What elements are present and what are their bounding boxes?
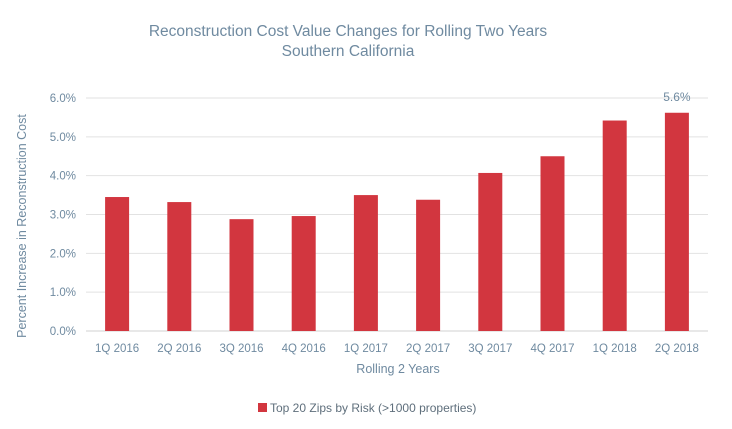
bar <box>602 120 627 331</box>
bar <box>105 197 130 331</box>
x-tick-label: 4Q 2017 <box>530 343 574 355</box>
x-tick-label: 2Q 2017 <box>406 343 450 355</box>
y-tick-label: 3.0% <box>50 210 76 222</box>
x-axis-title: Rolling 2 Years <box>356 362 439 376</box>
y-tick-label: 4.0% <box>50 171 76 183</box>
legend-swatch <box>258 403 267 412</box>
chart-subtitle: Southern California <box>282 43 415 60</box>
bar <box>540 156 565 331</box>
legend-label: Top 20 Zips by Risk (>1000 properties) <box>270 401 476 415</box>
bar <box>416 199 441 331</box>
y-tick-label: 0.0% <box>50 326 76 338</box>
x-tick-label: 2Q 2016 <box>157 343 201 355</box>
y-tick-label: 2.0% <box>50 248 76 260</box>
x-tick-label: 1Q 2018 <box>593 343 637 355</box>
x-tick-label: 1Q 2016 <box>95 343 139 355</box>
legend: Top 20 Zips by Risk (>1000 properties) <box>258 401 476 415</box>
x-axis-ticks: 1Q 2016 2Q 2016 3Q 2016 4Q 2016 1Q 2017 2Q 20… <box>95 343 699 355</box>
y-tick-label: 1.0% <box>50 287 76 299</box>
bar <box>291 216 316 331</box>
data-label: 5.6% <box>663 90 691 104</box>
data-labels: 5.6% <box>663 90 691 104</box>
bar <box>167 202 192 331</box>
x-tick-label: 3Q 2016 <box>219 343 263 355</box>
x-tick-label: 2Q 2018 <box>655 343 699 355</box>
bar <box>478 172 503 331</box>
bar <box>353 195 378 331</box>
y-tick-label: 6.0% <box>50 93 76 105</box>
chart-title: Reconstruction Cost Value Changes for Ro… <box>149 23 548 40</box>
y-axis-title: Percent Increase in Reconstruction Cost <box>15 114 29 338</box>
bar <box>664 112 689 331</box>
y-tick-label: 5.0% <box>50 132 76 144</box>
y-axis-ticks: 0.0% 1.0% 2.0% 3.0% 4.0% 5.0% 6.0% <box>50 93 76 338</box>
x-tick-label: 4Q 2016 <box>282 343 326 355</box>
x-tick-label: 3Q 2017 <box>468 343 512 355</box>
bars <box>105 112 689 331</box>
x-tick-label: 1Q 2017 <box>344 343 388 355</box>
bar <box>229 219 254 331</box>
